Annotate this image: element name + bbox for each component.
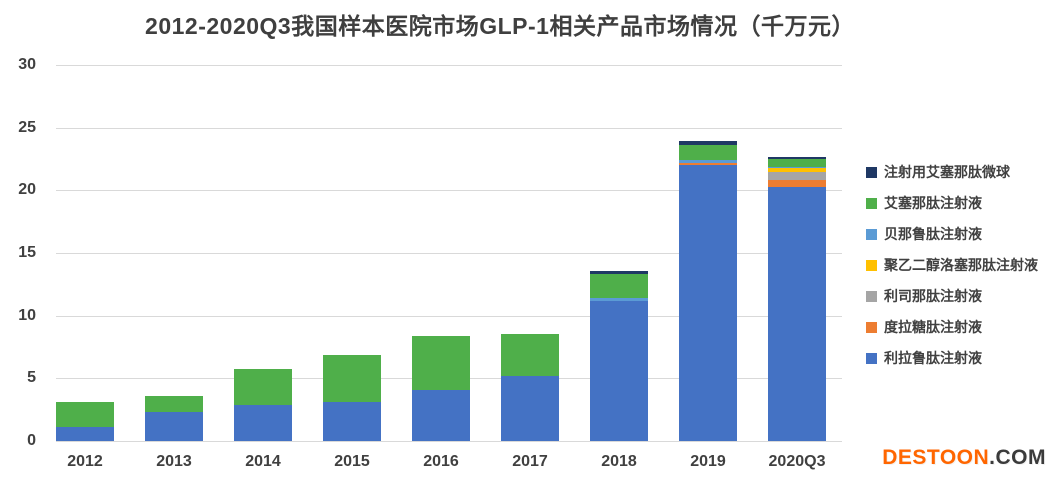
x-tick-label-2012: 2012 [67, 453, 103, 470]
bar-segment-注射用艾塞那肽微球 [590, 271, 648, 274]
bar-segment-艾塞那肽注射液 [590, 273, 648, 298]
bar-segment-度拉糖肽注射液 [768, 179, 826, 187]
legend-item-聚乙二醇洛塞那肽注射液: 聚乙二醇洛塞那肽注射液 [866, 257, 1038, 273]
x-tick-label-2017: 2017 [512, 453, 548, 470]
bar-segment-贝那鲁肽注射液 [679, 159, 737, 164]
bar-segment-利拉鲁肽注射液 [412, 389, 470, 441]
bar-segment-利拉鲁肽注射液 [56, 427, 114, 441]
bar-segment-注射用艾塞那肽微球 [768, 156, 826, 159]
bar-segment-贝那鲁肽注射液 [768, 166, 826, 169]
bar-segment-艾塞那肽注射液 [234, 368, 292, 405]
gridline-y0 [56, 441, 842, 442]
legend-label: 注射用艾塞那肽微球 [884, 164, 1010, 180]
bar-2016 [412, 65, 470, 441]
x-tick-label-2013: 2013 [156, 453, 192, 470]
bar-segment-利拉鲁肽注射液 [145, 412, 203, 441]
gridline-y30 [56, 65, 842, 66]
legend-swatch-icon [866, 290, 877, 302]
legend-swatch-icon [866, 259, 877, 271]
x-tick-label-2018: 2018 [601, 453, 637, 470]
bar-segment-利拉鲁肽注射液 [768, 186, 826, 441]
legend-swatch-icon [866, 321, 877, 333]
x-tick-label-2015: 2015 [334, 453, 370, 470]
y-tick-label: 10 [18, 306, 36, 324]
x-tick-label-2014: 2014 [245, 453, 281, 470]
y-tick-label: 20 [18, 181, 36, 199]
bar-segment-度拉糖肽注射液 [679, 163, 737, 166]
y-tick-label: 5 [27, 369, 36, 387]
bar-segment-艾塞那肽注射液 [56, 402, 114, 428]
watermark-suffix: .COM [989, 446, 1046, 469]
bar-segment-利拉鲁肽注射液 [679, 165, 737, 441]
bar-2013 [145, 65, 203, 441]
bar-2017 [501, 65, 559, 441]
x-tick-label-2016: 2016 [423, 453, 459, 470]
bar-2019 [679, 65, 737, 441]
legend-item-贝那鲁肽注射液: 贝那鲁肽注射液 [866, 226, 1038, 242]
legend-label: 艾塞那肽注射液 [884, 195, 982, 211]
legend-label: 聚乙二醇洛塞那肽注射液 [884, 257, 1038, 273]
legend-item-注射用艾塞那肽微球: 注射用艾塞那肽微球 [866, 164, 1038, 180]
legend-swatch-icon [866, 352, 877, 364]
bar-segment-利拉鲁肽注射液 [590, 300, 648, 441]
bar-2018 [590, 65, 648, 441]
x-tick-label-2020Q3: 2020Q3 [768, 453, 826, 470]
bar-segment-艾塞那肽注射液 [145, 395, 203, 413]
legend-swatch-icon [866, 166, 877, 178]
bar-segment-贝那鲁肽注射液 [590, 297, 648, 301]
plot-area [56, 65, 842, 442]
bar-2015 [323, 65, 381, 441]
watermark: DESTOON.COM [882, 446, 1046, 470]
bar-segment-利司那肽注射液 [768, 172, 826, 180]
legend-label: 度拉糖肽注射液 [884, 319, 982, 335]
bar-segment-利拉鲁肽注射液 [323, 402, 381, 441]
bar-segment-注射用艾塞那肽微球 [679, 141, 737, 145]
legend-item-利司那肽注射液: 利司那肽注射液 [866, 288, 1038, 304]
gridline-y20 [56, 190, 842, 192]
y-tick-label: 15 [18, 244, 36, 261]
bar-segment-艾塞那肽注射液 [323, 354, 381, 403]
legend-item-艾塞那肽注射液: 艾塞那肽注射液 [866, 195, 1038, 211]
x-tick-label-2019: 2019 [690, 453, 726, 470]
bar-segment-利拉鲁肽注射液 [501, 375, 559, 441]
legend-label: 利司那肽注射液 [884, 288, 982, 304]
bar-segment-艾塞那肽注射液 [679, 144, 737, 160]
y-tick-label: 30 [18, 56, 36, 73]
bar-2014 [234, 65, 292, 441]
y-tick-label: 25 [18, 118, 36, 136]
x-axis: 2012 2013 2014 2015 2016 2017 2018 2019 2020Q3 [0, 453, 1056, 475]
gridline-y15 [56, 253, 842, 254]
legend-item-利拉鲁肽注射液: 利拉鲁肽注射液 [866, 350, 1038, 366]
bar-segment-艾塞那肽注射液 [412, 335, 470, 390]
gridline-y10 [56, 315, 842, 317]
legend-swatch-icon [866, 228, 877, 240]
bar-segment-利拉鲁肽注射液 [234, 404, 292, 441]
gridline-y25 [56, 127, 842, 129]
legend-label: 利拉鲁肽注射液 [884, 350, 982, 366]
chart-title: 2012-2020Q3我国样本医院市场GLP-1相关产品市场情况（千万元） [145, 13, 855, 39]
bar-2012 [56, 65, 114, 441]
bar-segment-艾塞那肽注射液 [768, 159, 826, 167]
legend-swatch-icon [866, 197, 877, 209]
legend: 注射用艾塞那肽微球 艾塞那肽注射液 贝那鲁肽注射液聚乙二醇洛塞那肽注射液 利司那肽注射… [866, 164, 1038, 382]
bar-segment-艾塞那肽注射液 [501, 334, 559, 376]
legend-item-度拉糖肽注射液: 度拉糖肽注射液 [866, 319, 1038, 335]
legend-label: 贝那鲁肽注射液 [884, 226, 982, 242]
bar-2020Q3 [768, 65, 826, 441]
y-axis: 0 5 10 15 20 25 30 [0, 56, 40, 449]
y-tick-label: 0 [27, 432, 36, 449]
watermark-brand: DESTOON [882, 446, 990, 469]
bar-segment-聚乙二醇洛塞那肽注射液 [768, 168, 826, 173]
